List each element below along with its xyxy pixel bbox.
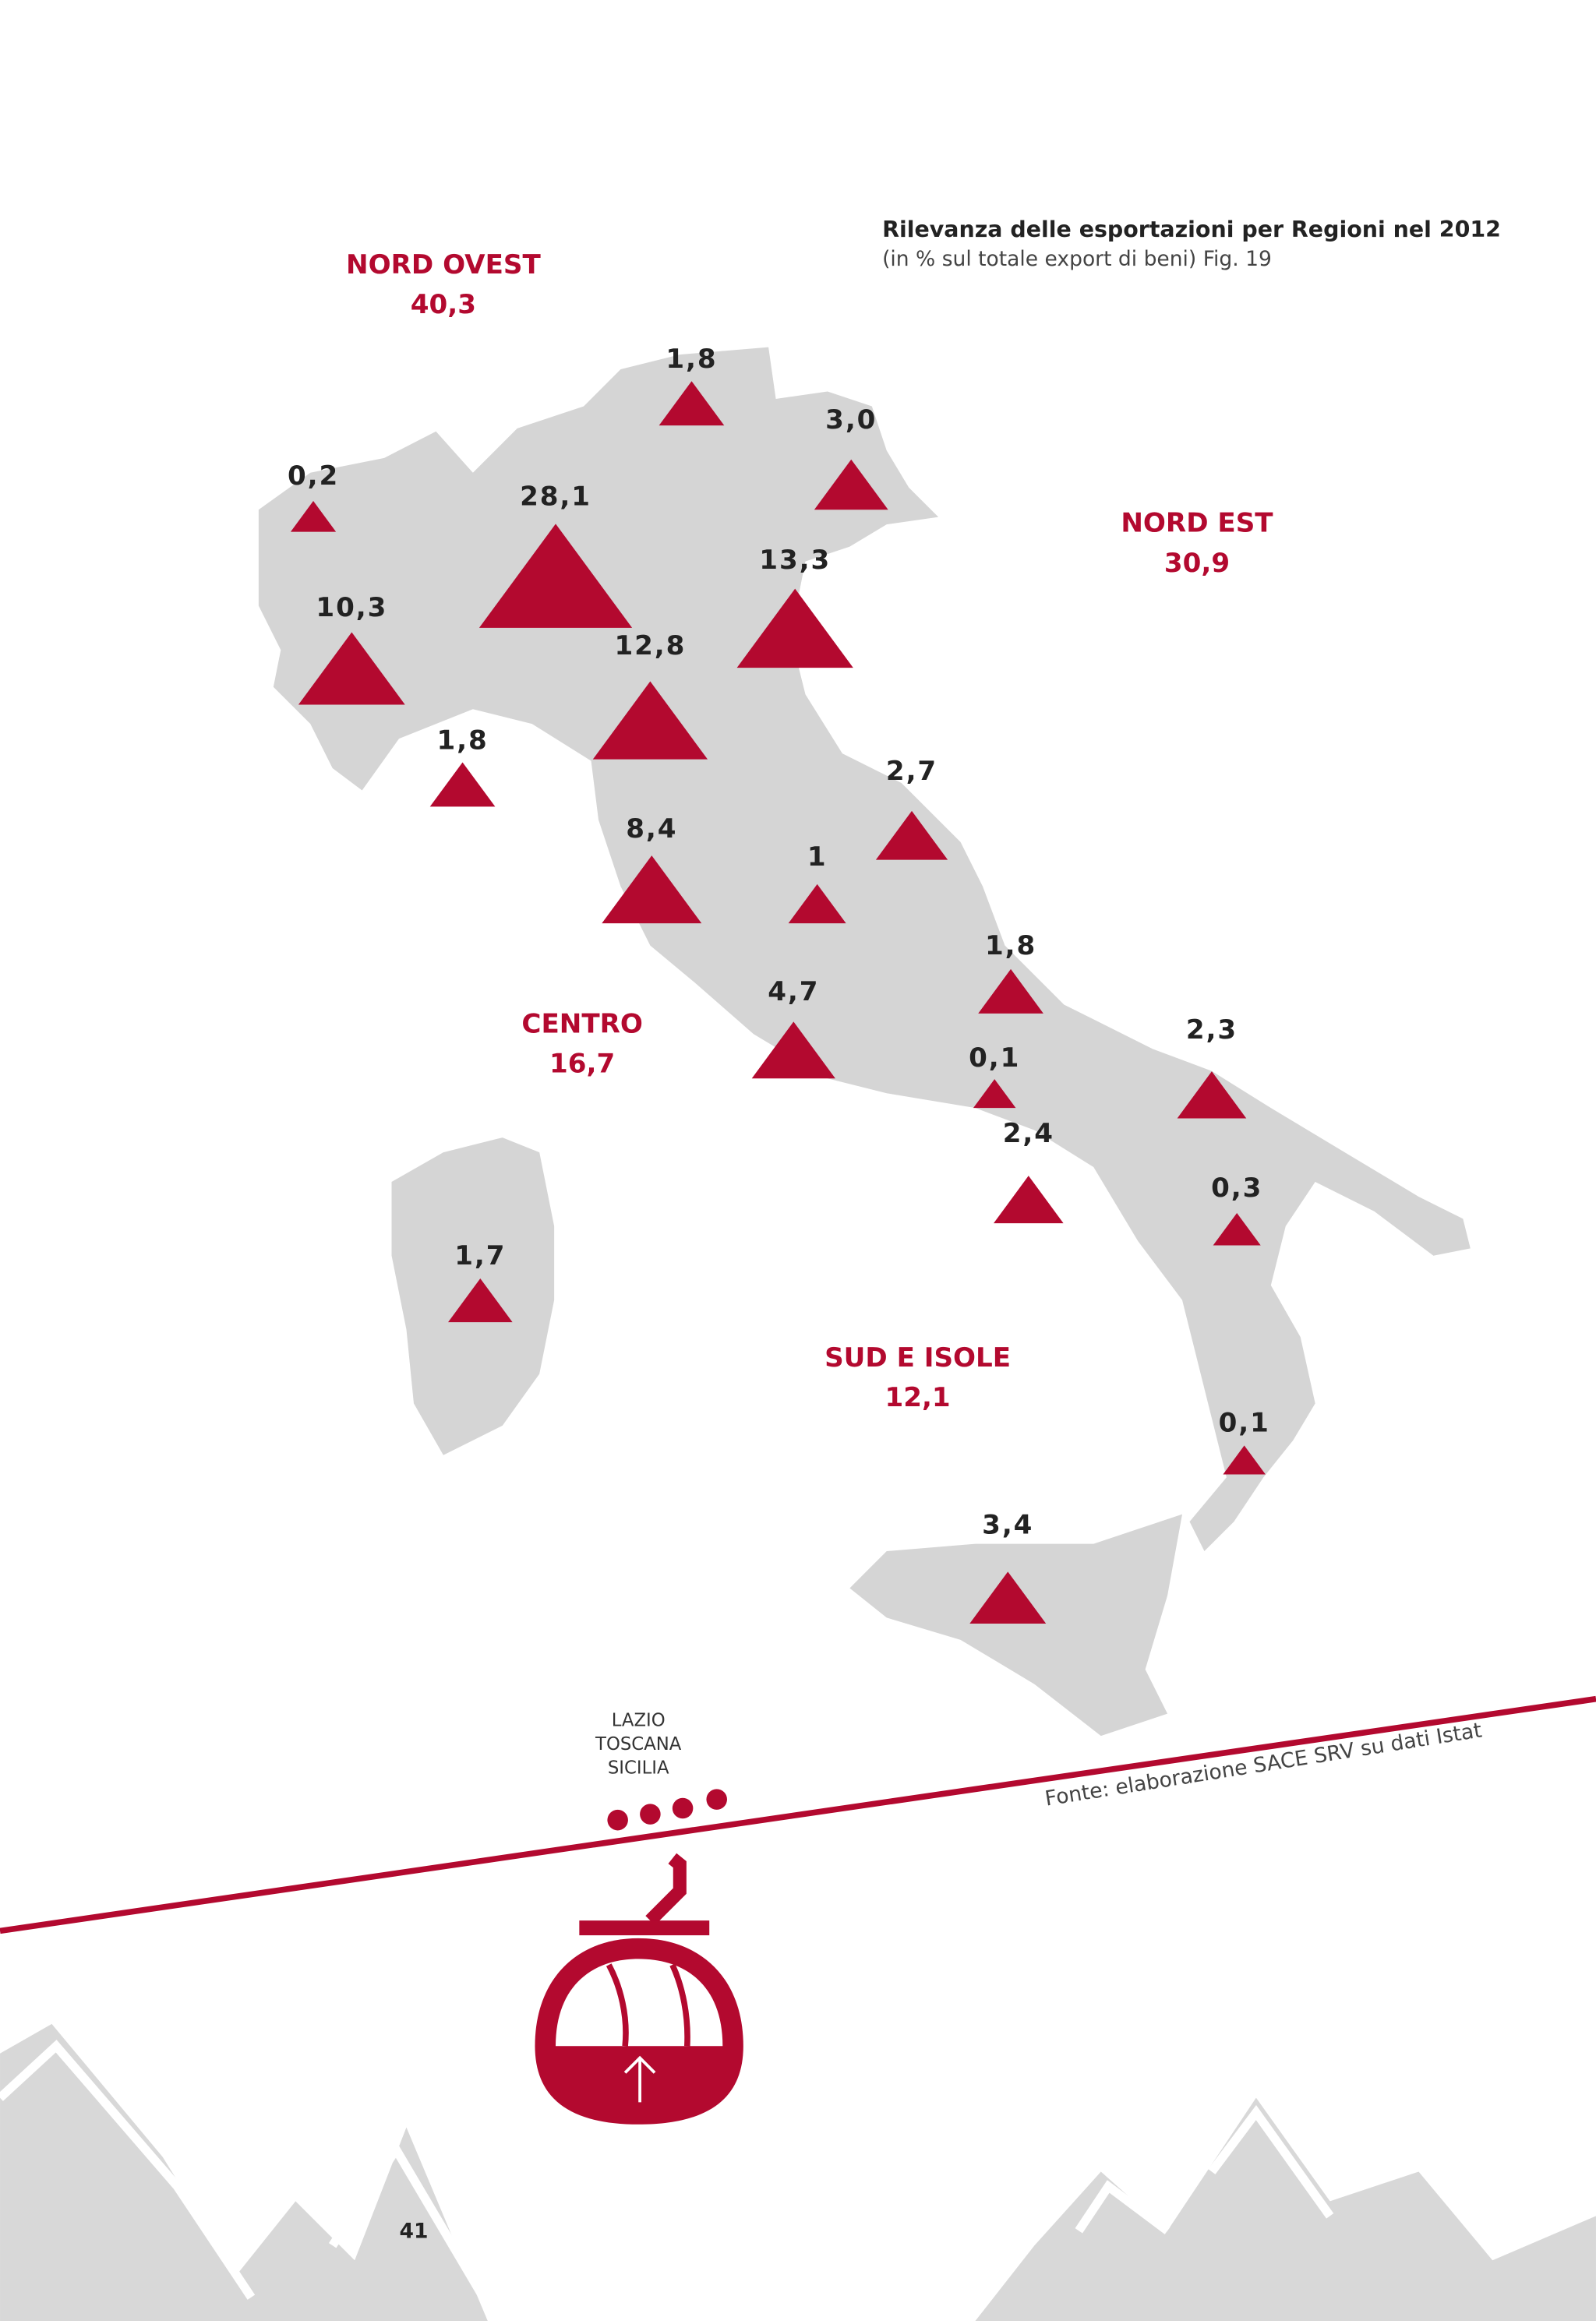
region-triangle	[592, 681, 708, 760]
mountain-lines	[0, 2040, 1334, 2308]
subtitle: (in % sul totale export di beni) Fig. 19	[882, 247, 1272, 271]
region-label: 4,7	[768, 976, 819, 1007]
region-triangle	[298, 632, 405, 705]
region-label: 2,4	[1003, 1118, 1054, 1149]
macro-area-name: CENTRO	[521, 1008, 642, 1039]
region-label: 0,1	[969, 1042, 1020, 1074]
region-triangle	[978, 968, 1043, 1014]
region-triangle	[788, 883, 846, 924]
region-triangle	[478, 524, 633, 628]
region-label: 0,3	[1211, 1173, 1262, 1204]
region-triangle	[602, 855, 702, 924]
region-triangle	[969, 1571, 1047, 1624]
title: Rilevanza delle esportazioni per Regioni…	[882, 217, 1501, 242]
macro-area-share: 12,1	[885, 1382, 950, 1413]
region-label: 2,3	[1186, 1014, 1238, 1046]
region-triangle	[290, 501, 337, 532]
region-label: 13,3	[759, 545, 831, 576]
region-label: 0,2	[288, 460, 339, 492]
macro-area-name: NORD OVEST	[346, 249, 541, 280]
region-label: 1,8	[985, 930, 1036, 961]
region-label: 1,7	[454, 1240, 506, 1271]
region-label: 1,8	[436, 725, 488, 756]
region-triangle	[429, 762, 496, 807]
region-triangle	[659, 381, 725, 426]
gondola-dots	[607, 1789, 727, 1831]
region-triangle	[994, 1176, 1064, 1224]
region-label: 12,8	[614, 630, 686, 661]
gondola-label: TOSCANA	[595, 1734, 682, 1754]
page-number: 41	[400, 2220, 429, 2244]
region-label: 2,7	[886, 756, 937, 787]
cable	[0, 1695, 1596, 1934]
region-label: 1	[807, 841, 828, 873]
mountains	[0, 2023, 1596, 2321]
region-label: 10,3	[316, 592, 387, 623]
macro-area-share: 40,3	[411, 289, 476, 320]
region-triangle	[1213, 1212, 1261, 1246]
region-label: 3,0	[825, 404, 877, 436]
region-label: 0,1	[1219, 1407, 1270, 1438]
region-triangle	[736, 588, 853, 668]
region-label: 1,8	[666, 344, 717, 375]
macro-area-name: NORD EST	[1121, 508, 1273, 539]
region-triangle	[448, 1278, 513, 1323]
italy-shape	[258, 347, 1471, 1737]
macro-area-share: 16,7	[549, 1049, 615, 1080]
region-label: 28,1	[520, 481, 591, 513]
region-label: 3,4	[982, 1509, 1033, 1540]
region-triangle	[875, 810, 948, 860]
gondola-label: LAZIO	[612, 1711, 666, 1731]
region-triangle	[814, 459, 888, 510]
region-triangle	[973, 1079, 1016, 1109]
region-triangle	[751, 1021, 835, 1079]
macro-area-share: 30,9	[1164, 548, 1230, 579]
gondola	[535, 1853, 743, 2125]
region-label: 8,4	[626, 813, 677, 845]
gondola-label: SICILIA	[608, 1758, 669, 1778]
region-triangle	[1177, 1071, 1247, 1119]
macro-area-name: SUD E ISOLE	[824, 1342, 1011, 1374]
region-triangle	[1223, 1445, 1266, 1475]
